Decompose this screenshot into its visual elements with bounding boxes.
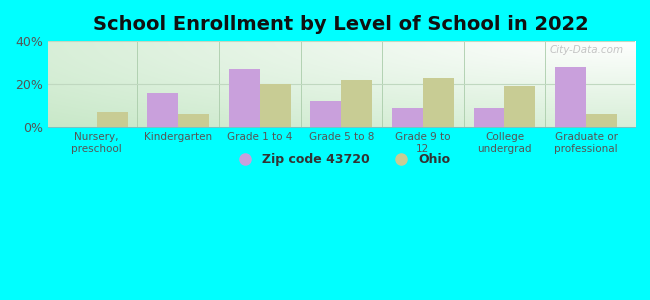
Bar — [392, 108, 423, 127]
Bar — [178, 114, 209, 127]
Bar — [148, 93, 178, 127]
Bar — [586, 114, 617, 127]
Bar — [341, 80, 372, 127]
Bar — [229, 69, 260, 127]
Text: City-Data.com: City-Data.com — [549, 45, 623, 56]
Legend: Zip code 43720, Ohio: Zip code 43720, Ohio — [227, 148, 456, 171]
Bar — [504, 86, 536, 127]
Bar — [423, 78, 454, 127]
Title: School Enrollment by Level of School in 2022: School Enrollment by Level of School in … — [94, 15, 590, 34]
Bar — [473, 108, 504, 127]
Bar — [555, 67, 586, 127]
Bar — [310, 101, 341, 127]
Bar — [260, 84, 291, 127]
Bar — [97, 112, 127, 127]
